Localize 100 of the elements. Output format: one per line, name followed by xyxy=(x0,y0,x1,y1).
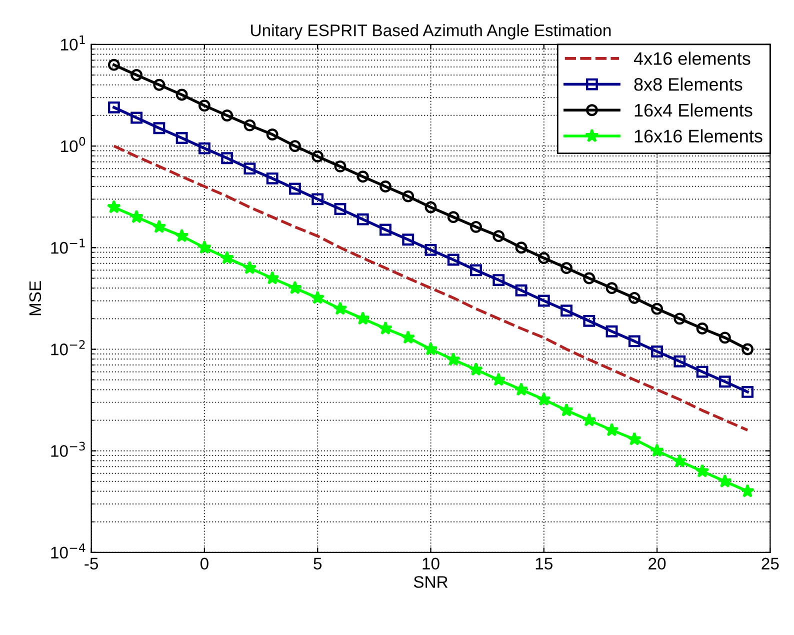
y-axis-title: MSE xyxy=(29,281,42,316)
point xyxy=(447,254,460,266)
point xyxy=(583,314,596,327)
line-series xyxy=(112,144,749,432)
point xyxy=(289,140,301,152)
point xyxy=(198,100,210,112)
point xyxy=(401,330,416,344)
point xyxy=(265,270,280,284)
point xyxy=(672,454,687,468)
x-tick-label: 20 xyxy=(648,558,666,570)
point xyxy=(538,252,550,264)
point xyxy=(606,282,618,294)
point xyxy=(718,332,731,344)
point xyxy=(334,203,346,215)
point xyxy=(197,240,212,254)
point xyxy=(288,280,302,294)
point xyxy=(538,294,550,307)
point xyxy=(153,122,166,134)
point xyxy=(380,180,392,192)
point xyxy=(742,343,754,356)
point xyxy=(176,88,188,101)
y-tick-label: 10$^{−4}$ xyxy=(51,543,86,559)
point xyxy=(242,260,257,274)
point xyxy=(446,352,460,366)
point xyxy=(696,366,708,378)
point xyxy=(560,304,572,317)
point xyxy=(674,312,686,325)
point xyxy=(515,242,528,254)
point xyxy=(650,443,664,458)
legend-label: 4x16 elements xyxy=(634,52,750,65)
y-tick-label: 10$^{0}$ xyxy=(61,136,86,152)
x-axis-title: SNR xyxy=(414,576,448,588)
point xyxy=(628,292,640,304)
point xyxy=(492,230,505,242)
point xyxy=(740,484,755,498)
point xyxy=(176,132,188,144)
point xyxy=(174,228,189,242)
point xyxy=(696,322,708,334)
point xyxy=(130,69,143,82)
point xyxy=(334,160,346,172)
point xyxy=(674,355,686,368)
y-tick-label: 10$^{1}$ xyxy=(61,35,85,51)
point xyxy=(514,382,528,396)
point xyxy=(221,152,234,164)
point xyxy=(106,200,121,214)
point xyxy=(289,182,301,195)
point xyxy=(378,321,393,335)
point xyxy=(312,150,324,162)
point xyxy=(559,403,574,417)
point xyxy=(742,386,754,398)
point xyxy=(130,210,144,224)
x-tick-label: 25 xyxy=(762,558,779,570)
point xyxy=(604,422,619,436)
y-tick-label: 10$^{−1}$ xyxy=(51,238,85,254)
chart-title: Unitary ESPRIT Based Azimuth Angle Estimation xyxy=(251,24,611,40)
point xyxy=(244,162,256,175)
point xyxy=(447,211,460,224)
point xyxy=(515,284,528,296)
point xyxy=(424,342,438,356)
point xyxy=(402,234,414,246)
point xyxy=(130,112,143,124)
point xyxy=(333,301,348,315)
legend-label: 16x4 Elements xyxy=(634,103,752,117)
point xyxy=(492,274,505,286)
point xyxy=(468,362,484,376)
point xyxy=(402,190,414,202)
x-tick-label: 15 xyxy=(536,558,552,570)
point xyxy=(583,272,596,284)
point xyxy=(628,335,640,348)
point xyxy=(108,58,120,71)
point xyxy=(312,193,324,206)
y-tick-label: 10$^{−3}$ xyxy=(51,442,85,457)
point xyxy=(627,432,642,446)
point xyxy=(582,412,596,426)
point xyxy=(718,376,731,388)
point xyxy=(424,244,437,256)
point xyxy=(470,220,482,233)
point xyxy=(220,250,234,264)
point xyxy=(153,78,166,91)
point xyxy=(198,142,210,154)
point xyxy=(380,224,392,236)
x-tick-label: -5 xyxy=(84,558,98,570)
legend-label: 8x8 Elements xyxy=(634,78,742,91)
point xyxy=(651,302,664,315)
legend-label: 16x16 Elements xyxy=(634,129,762,143)
point xyxy=(356,311,370,325)
point xyxy=(108,101,120,114)
point xyxy=(152,220,166,234)
point xyxy=(560,262,572,274)
point xyxy=(695,464,710,478)
point xyxy=(424,201,437,214)
point xyxy=(356,170,369,183)
point xyxy=(536,392,551,406)
point xyxy=(651,346,664,358)
x-tick-label: 5 xyxy=(314,558,322,570)
point xyxy=(492,372,506,386)
point xyxy=(266,172,278,184)
point xyxy=(221,109,234,122)
x-tick-label: 0 xyxy=(200,558,208,570)
point xyxy=(356,213,369,226)
